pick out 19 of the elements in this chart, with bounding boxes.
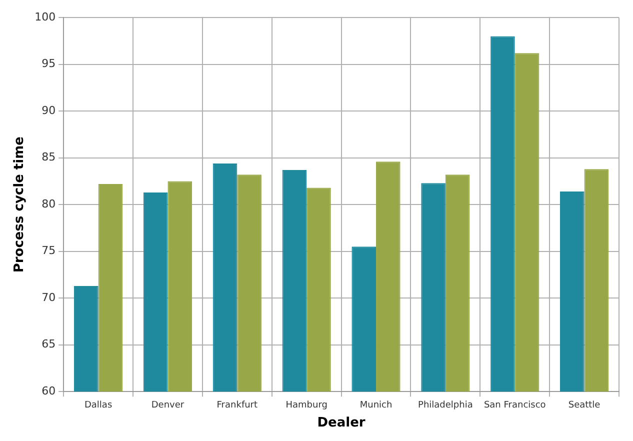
y-tick-label: 90 — [42, 104, 56, 117]
x-tick-label: Seattle — [568, 400, 601, 410]
x-tick-label: Philadelphia — [418, 400, 473, 410]
y-tick-label: 70 — [42, 290, 56, 304]
y-tick-label: 100 — [34, 10, 56, 24]
y-tick-label: 95 — [42, 57, 56, 70]
x-tick-label: Denver — [151, 400, 184, 410]
x-tick-label: Dallas — [84, 400, 112, 410]
x-tick-label: Hamburg — [286, 400, 328, 410]
y-tick-label: 85 — [42, 150, 56, 164]
x-tick-label: Munich — [360, 400, 392, 410]
y-tick-label: 80 — [42, 197, 56, 210]
x-axis-title: Dealer — [317, 416, 366, 431]
y-tick-label: 65 — [42, 338, 56, 351]
x-tick-label: San Francisco — [484, 400, 546, 410]
y-tick-label: 60 — [42, 384, 56, 398]
y-tick-label: 75 — [42, 244, 56, 258]
y-axis-title: Process cycle time — [12, 136, 28, 273]
x-tick-label: Frankfurt — [216, 400, 258, 410]
